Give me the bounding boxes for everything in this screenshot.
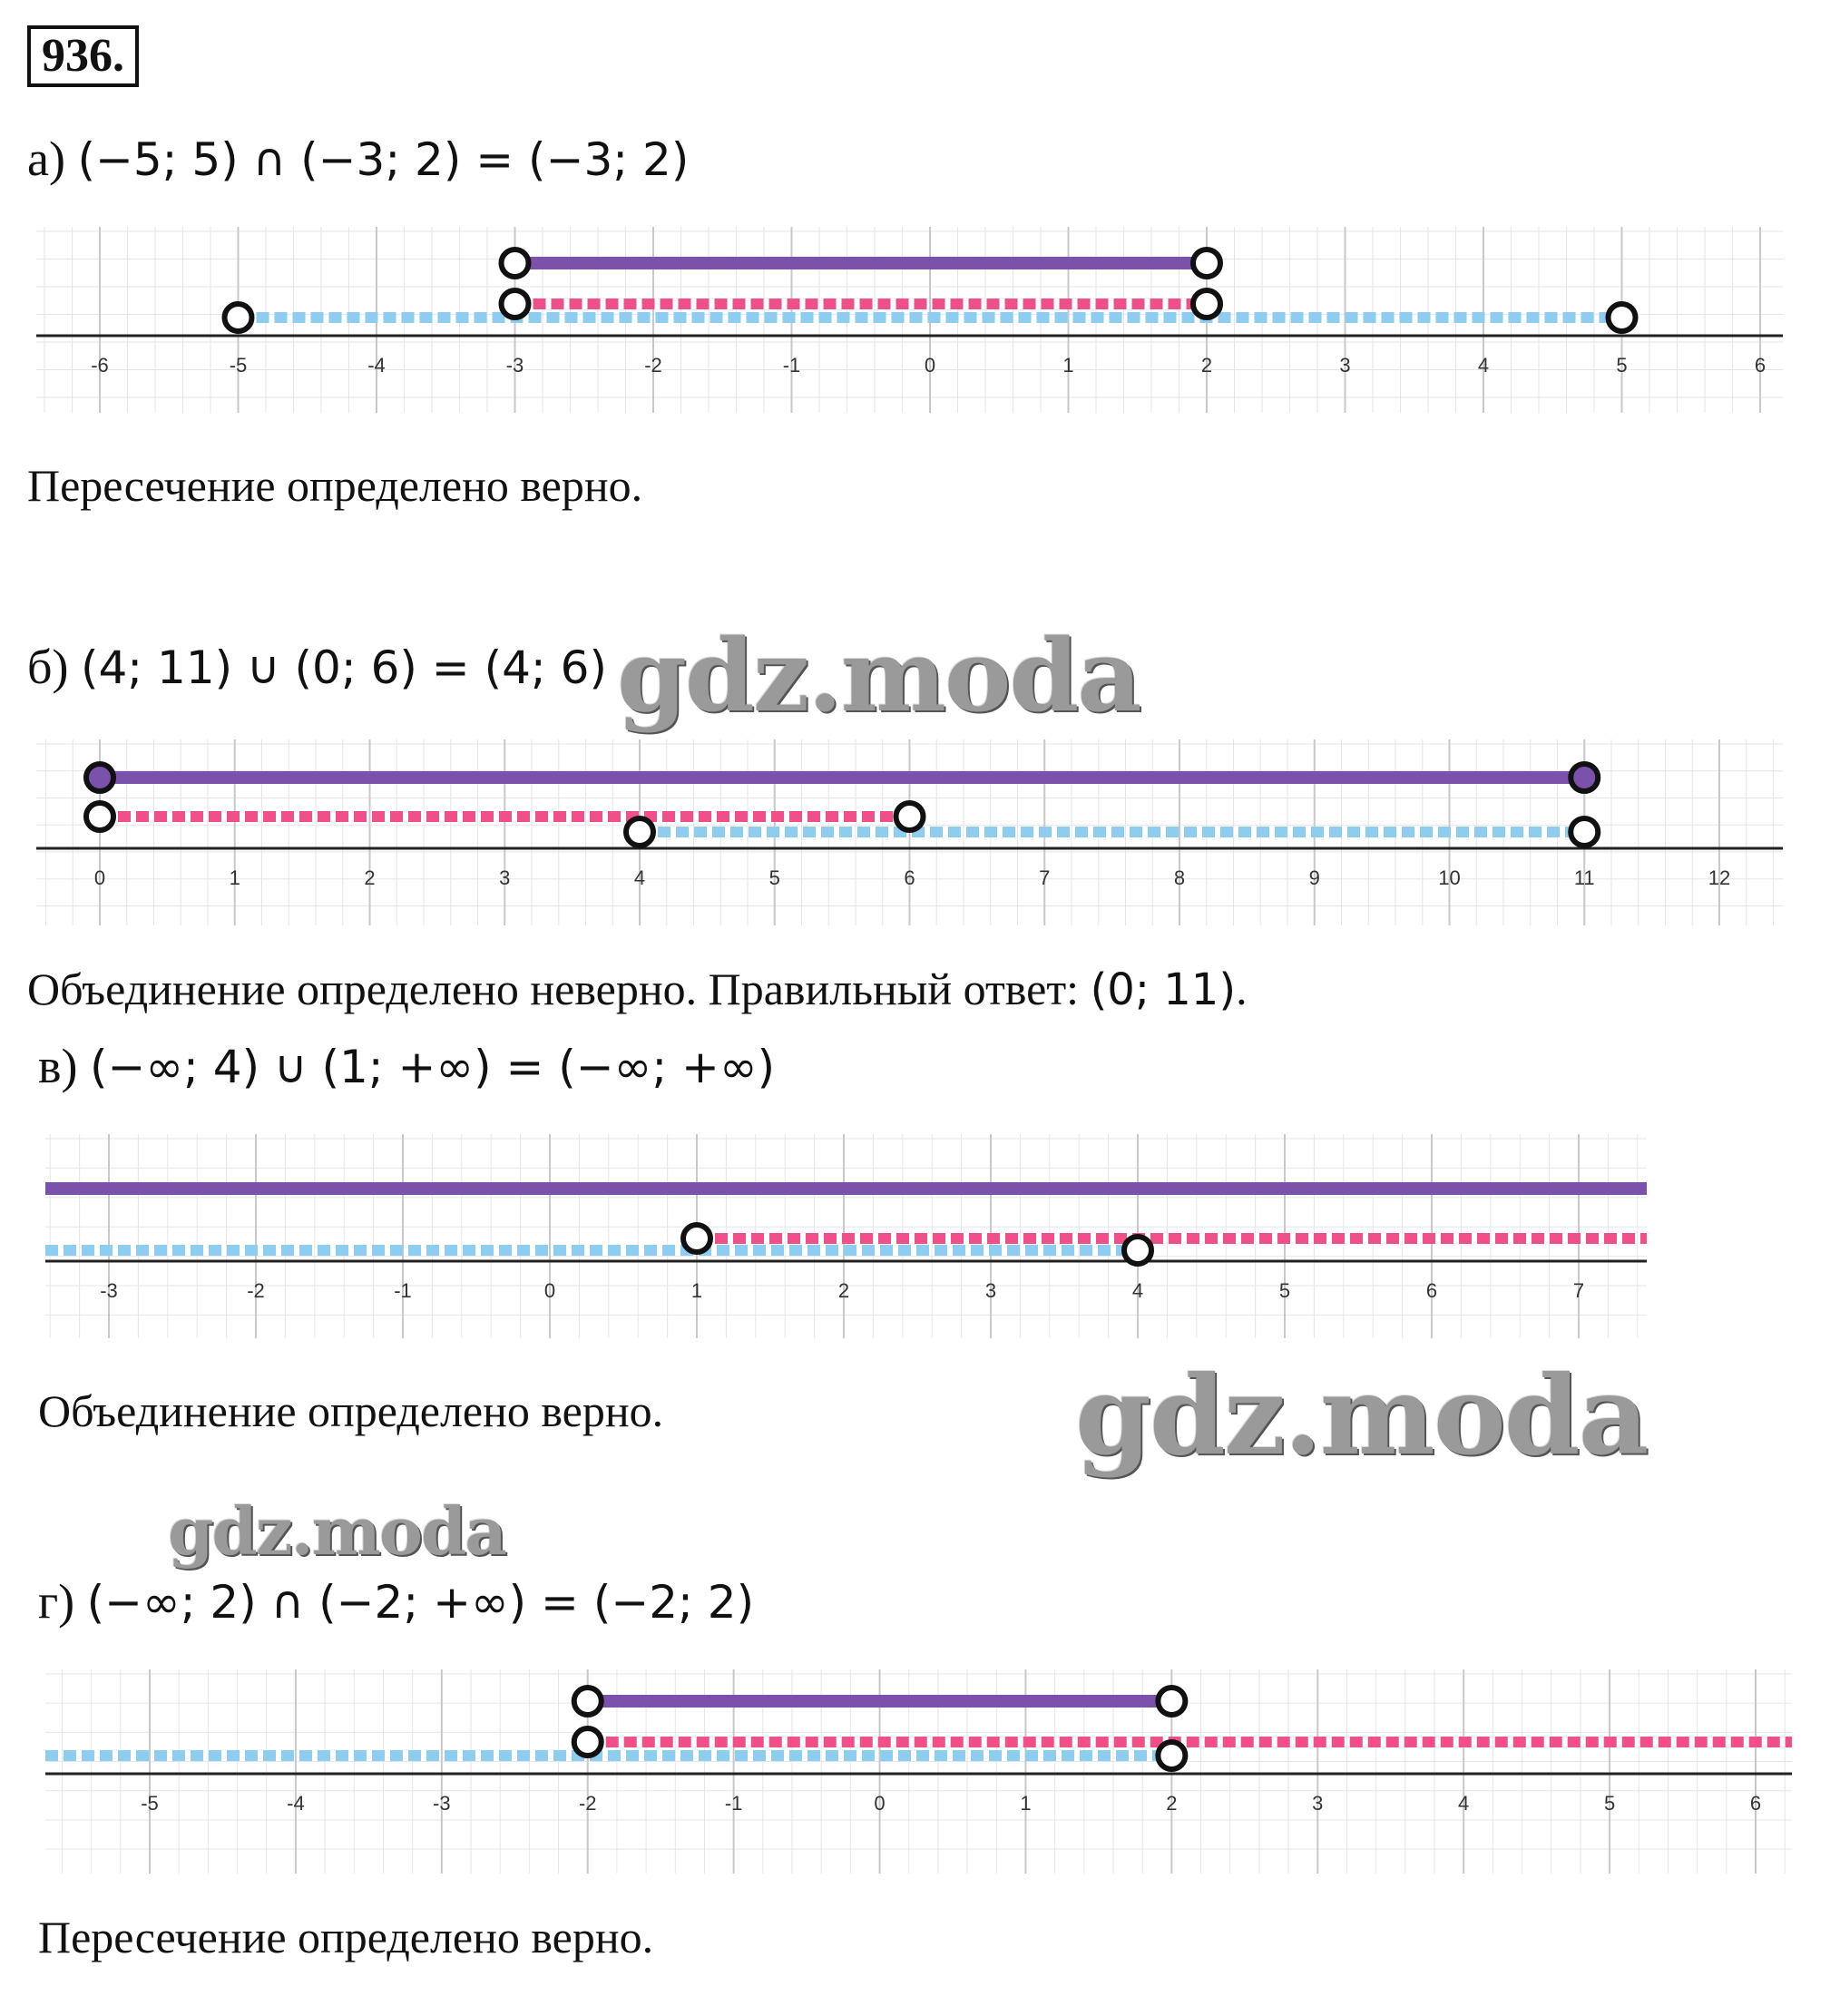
open-endpoint-result [498,247,532,279]
tick-label: -2 [579,1792,597,1815]
tick-label: -3 [433,1792,451,1815]
tick-label: -6 [91,354,109,377]
formula-prefix: в) [38,1039,78,1093]
tick-label: 3 [1339,354,1350,377]
open-endpoint-pink [1190,288,1223,320]
tick-label: 12 [1708,866,1730,889]
tick-label: -3 [506,354,524,377]
open-endpoint-pink [680,1222,713,1255]
open-endpoint-blue [623,816,656,848]
tick-label: -5 [141,1792,159,1815]
tick-label: 0 [544,1279,555,1302]
number-line-c: -3 -2 -1 0 1 2 3 4 5 6 7 [45,1134,1647,1338]
open-endpoint-pink [571,1726,604,1758]
tick-label: -4 [367,354,386,377]
tick-label: -1 [394,1279,412,1302]
tick-label: 2 [1201,354,1212,377]
formula-expression: (−∞; 2) ∩ (−2; +∞) = (−2; 2) [86,1576,755,1629]
tick-label: 0 [874,1792,885,1815]
tick-label: 7 [1573,1279,1584,1302]
verdict-d: Пересечение определено верно. [38,1910,653,1964]
formula-expression: (4; 11) ∪ (0; 6) = (4; 6) [80,641,607,694]
open-endpoint-blue [1605,301,1639,334]
tick-label: 5 [1604,1792,1615,1815]
tick-label: 11 [1574,866,1595,889]
number-line-d: -5 -4 -3 -2 -1 0 1 2 3 4 5 6 [45,1669,1792,1874]
open-endpoint-blue [1568,816,1601,848]
tick-label: -1 [725,1792,743,1815]
tick-label: 2 [1166,1792,1177,1815]
tick-label: 8 [1174,866,1185,889]
number-line-a: -6 -5 -4 -3 -2 -1 0 1 2 3 4 5 6 [36,227,1783,413]
verdict-b: Объединение определено неверно. Правильн… [27,962,1248,1017]
open-endpoint-result [1568,761,1601,794]
formula-expression: (−∞; 4) ∪ (1; +∞) = (−∞; +∞) [89,1041,776,1093]
formula-a: а) (−5; 5) ∩ (−3; 2) = (−3; 2) [27,132,689,187]
tick-label: -4 [287,1792,305,1815]
open-endpoint-blue [1121,1234,1154,1267]
watermark: gdz.moda [1075,1352,1649,1480]
tick-label: -3 [100,1279,118,1302]
tick-label: 4 [1478,354,1489,377]
tick-label: 6 [1755,354,1766,377]
tick-label: 1 [1062,354,1073,377]
tick-label: 3 [1312,1792,1323,1815]
tick-label: 4 [1458,1792,1469,1815]
tick-label: 2 [838,1279,849,1302]
formula-prefix: г) [38,1574,75,1629]
tick-label: 2 [364,866,375,889]
tick-label: -2 [247,1279,265,1302]
formula-prefix: а) [27,132,65,186]
tick-label: 9 [1309,866,1320,889]
open-endpoint-pink [498,288,532,320]
watermark: gdz.moda [617,617,1142,734]
verdict-c: Объединение определено верно. [38,1384,663,1438]
tick-label: 5 [1616,354,1627,377]
watermark: gdz.moda [168,1492,507,1570]
verdict-correct-answer: (0; 11) [1090,964,1237,1015]
tick-label: 3 [499,866,510,889]
tick-label: 10 [1438,866,1460,889]
formula-b: б) (4; 11) ∪ (0; 6) = (4; 6) [27,640,607,695]
tick-label: 1 [230,866,240,889]
tick-label: 7 [1039,866,1050,889]
verdict-text: Объединение определено верно. [38,1385,664,1436]
formula-c: в) (−∞; 4) ∪ (1; +∞) = (−∞; +∞) [38,1039,775,1094]
tick-label: 6 [1750,1792,1761,1815]
open-endpoint-result [83,761,116,794]
formula-d: г) (−∞; 2) ∩ (−2; +∞) = (−2; 2) [38,1574,754,1629]
tick-label: 5 [1279,1279,1290,1302]
task-number: 936. [27,25,139,87]
tick-label: 1 [691,1279,702,1302]
open-endpoint-result [1155,1685,1189,1718]
tick-label: 5 [769,866,780,889]
tick-label: -2 [644,354,662,377]
tick-label: 6 [904,866,915,889]
open-endpoint-pink [83,800,116,833]
open-endpoint-blue [1155,1739,1189,1772]
open-endpoint-result [1190,247,1223,279]
open-endpoint-blue [221,301,255,334]
formula-expression: (−5; 5) ∩ (−3; 2) = (−3; 2) [77,133,690,186]
number-line-b: 0 1 2 3 4 5 6 7 8 9 10 11 12 [36,739,1783,925]
verdict-text: Пересечение определено верно. [27,460,643,511]
tick-label: -5 [230,354,248,377]
open-endpoint-pink [893,800,926,833]
tick-label: 4 [634,866,645,889]
verdict-text: Пересечение определено верно. [38,1912,654,1962]
open-endpoint-result [571,1685,604,1718]
verdict-end: . [1236,964,1248,1014]
verdict-a: Пересечение определено верно. [27,458,642,513]
tick-label: -1 [783,354,801,377]
tick-label: 3 [985,1279,996,1302]
tick-label: 1 [1020,1792,1031,1815]
tick-label: 0 [94,866,105,889]
verdict-text: Объединение определено неверно. Правильн… [27,964,1091,1014]
tick-label: 4 [1132,1279,1143,1302]
tick-label: 0 [925,354,935,377]
tick-label: 6 [1426,1279,1437,1302]
formula-prefix: б) [27,640,69,694]
